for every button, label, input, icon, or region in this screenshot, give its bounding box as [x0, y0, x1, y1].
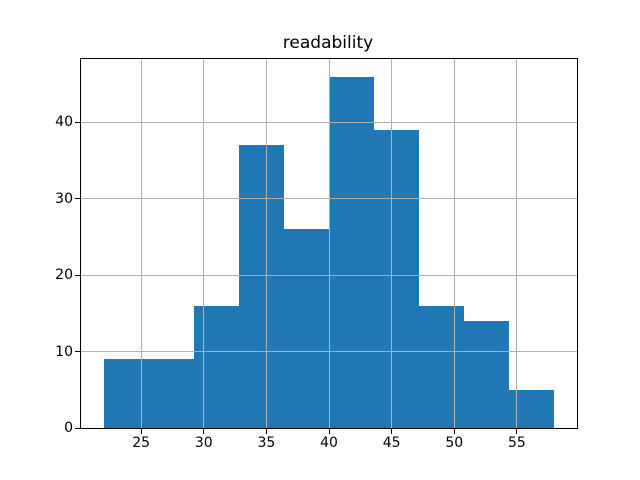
x-tick — [140, 429, 142, 434]
histogram-bar — [374, 130, 420, 428]
grid-layer — [81, 59, 577, 428]
x-tick — [328, 429, 330, 434]
x-tick — [265, 429, 267, 434]
y-gridline — [81, 274, 577, 276]
histogram-bar — [238, 145, 284, 428]
y-tick-label: 40 — [55, 114, 73, 131]
x-tick — [516, 429, 518, 434]
y-tick-label: 30 — [55, 190, 73, 207]
bars-layer — [81, 59, 577, 428]
x-tick — [391, 429, 393, 434]
histogram-bar — [464, 321, 510, 428]
x-gridline — [203, 59, 205, 428]
chart-title: readability — [282, 33, 374, 53]
histogram-bar — [329, 76, 375, 428]
x-tick — [203, 429, 205, 434]
histogram-bar — [283, 229, 329, 428]
histogram-bar — [419, 305, 465, 428]
y-tick-label: 20 — [55, 267, 73, 284]
x-tick-label: 25 — [132, 435, 151, 451]
x-tick-label: 45 — [382, 435, 401, 451]
x-tick-label: 40 — [320, 435, 338, 451]
y-tick — [75, 274, 80, 276]
y-tick — [75, 427, 80, 429]
y-tick-label: 10 — [55, 343, 73, 360]
x-gridline — [265, 59, 267, 428]
x-gridline — [140, 59, 142, 428]
x-gridline — [391, 59, 393, 428]
x-gridline — [453, 59, 455, 428]
x-tick-label: 50 — [445, 435, 464, 451]
y-tick-label: 0 — [64, 420, 73, 436]
y-tick — [75, 351, 80, 353]
y-tick — [75, 121, 80, 123]
histogram-bar — [148, 359, 194, 428]
y-gridline — [81, 198, 577, 200]
x-tick-label: 35 — [257, 435, 276, 451]
x-tick-label: 55 — [507, 435, 526, 451]
x-gridline — [516, 59, 518, 428]
plot-area: 25 30 35 40 45 50 55 0 10 20 30 40 — [55, 58, 578, 451]
x-gridline — [328, 59, 330, 428]
histogram-bar — [193, 305, 239, 428]
x-tick-label: 30 — [194, 435, 213, 451]
x-tick — [453, 429, 455, 434]
y-tick — [75, 198, 80, 200]
y-gridline — [81, 351, 577, 353]
y-gridline — [81, 121, 577, 123]
